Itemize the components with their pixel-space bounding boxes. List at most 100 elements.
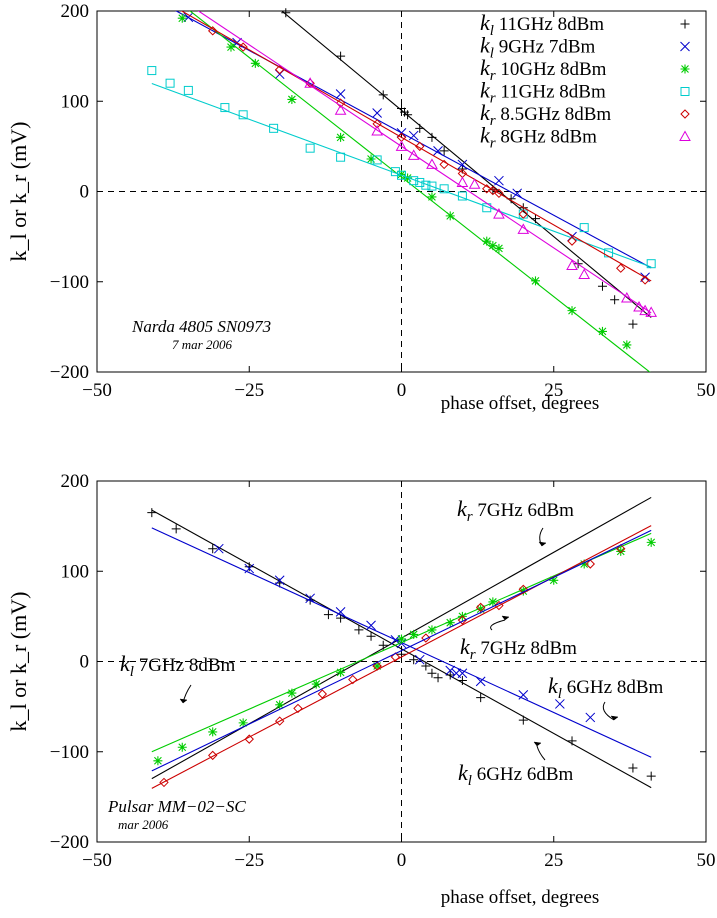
data-point bbox=[597, 281, 607, 291]
data-point bbox=[397, 170, 406, 180]
data-point bbox=[597, 326, 607, 336]
data-point bbox=[366, 154, 376, 164]
data-point bbox=[475, 602, 486, 613]
data-point bbox=[433, 146, 443, 156]
data-point bbox=[585, 712, 596, 723]
data-point bbox=[177, 742, 187, 752]
data-point bbox=[445, 670, 455, 680]
data-point bbox=[494, 175, 504, 186]
data-point bbox=[208, 727, 218, 737]
y-tick-label: −200 bbox=[50, 362, 89, 383]
data-point bbox=[445, 665, 456, 676]
series-5 bbox=[180, 11, 652, 285]
fit-line bbox=[180, 11, 652, 282]
data-point bbox=[372, 661, 382, 671]
data-point bbox=[493, 208, 505, 219]
data-point bbox=[579, 559, 589, 569]
data-point bbox=[457, 159, 468, 170]
data-point bbox=[640, 275, 650, 285]
data-point bbox=[244, 563, 255, 574]
x-axis-label: phase offset, degrees bbox=[441, 393, 599, 414]
data-point bbox=[646, 537, 656, 547]
data-point bbox=[323, 610, 333, 620]
x-tick-label: 25 bbox=[544, 850, 563, 871]
data-point bbox=[566, 259, 578, 271]
data-point bbox=[517, 223, 530, 234]
data-point bbox=[433, 673, 443, 683]
data-point bbox=[476, 693, 486, 703]
curve-label: kr 7GHz 8dBm bbox=[460, 634, 577, 663]
data-point bbox=[494, 243, 504, 253]
data-point bbox=[304, 77, 316, 88]
label-arrow bbox=[490, 619, 506, 631]
data-point bbox=[403, 110, 413, 120]
label-arrowhead bbox=[179, 698, 188, 704]
y-tick-label: 0 bbox=[80, 652, 90, 673]
data-point bbox=[208, 544, 218, 554]
data-point bbox=[488, 185, 498, 196]
data-point bbox=[238, 42, 248, 52]
date-label: 7 mar 2006 bbox=[172, 337, 232, 352]
y-tick-label: 0 bbox=[80, 182, 90, 203]
date-label: mar 2006 bbox=[118, 817, 169, 832]
data-point bbox=[354, 625, 364, 635]
data-point bbox=[287, 94, 297, 104]
legend-entry-label: kr 11GHz 8dBm bbox=[480, 78, 606, 107]
data-point bbox=[220, 103, 230, 113]
data-point bbox=[378, 90, 388, 100]
data-point bbox=[244, 734, 254, 744]
data-point bbox=[579, 223, 589, 233]
data-point bbox=[335, 89, 346, 99]
data-point bbox=[457, 191, 467, 201]
instrument-label: Pulsar MM−02−SC bbox=[107, 797, 246, 816]
data-point bbox=[482, 184, 492, 194]
chart-panel-2: −50 −25 0 25 50 200 100 0 −100 −200 phase offset, … bbox=[6, 471, 716, 908]
data-point bbox=[494, 600, 504, 611]
data-point bbox=[409, 655, 419, 665]
series-3 bbox=[177, 11, 651, 372]
data-point bbox=[153, 756, 163, 766]
data-point bbox=[208, 750, 218, 761]
data-point bbox=[567, 736, 577, 746]
data-point bbox=[397, 634, 406, 644]
legend-marker bbox=[680, 19, 690, 29]
data-point bbox=[407, 149, 420, 160]
x-tick-label: −25 bbox=[234, 850, 264, 871]
data-point bbox=[457, 615, 468, 625]
data-point bbox=[366, 631, 376, 641]
data-point bbox=[427, 181, 437, 191]
legend-marker bbox=[680, 87, 690, 96]
data-point bbox=[275, 700, 285, 710]
data-point bbox=[530, 214, 540, 224]
data-point bbox=[414, 654, 425, 665]
data-point bbox=[281, 8, 291, 18]
data-point bbox=[468, 178, 481, 189]
data-point bbox=[620, 291, 633, 303]
data-point bbox=[274, 575, 285, 586]
data-point bbox=[421, 180, 431, 190]
curve-label: kl 7GHz 8dBm bbox=[120, 651, 235, 680]
data-point bbox=[409, 629, 419, 639]
data-point bbox=[439, 159, 449, 170]
label-arrowhead bbox=[533, 741, 542, 747]
legend-entry-label: kr 8GHz 8dBm bbox=[480, 123, 597, 152]
data-point bbox=[482, 236, 492, 246]
x-axis-label: phase offset, degrees bbox=[441, 887, 599, 908]
data-point bbox=[183, 85, 193, 95]
data-point bbox=[415, 177, 425, 187]
data-point bbox=[372, 119, 382, 129]
legend-entry-label: kr 10GHz 8dBm bbox=[480, 55, 607, 84]
y-axis-label: k_l or k_r (mV) bbox=[6, 592, 31, 732]
y-tick-label: 100 bbox=[61, 91, 90, 112]
data-point bbox=[397, 169, 406, 179]
data-point bbox=[518, 586, 528, 596]
legend-marker bbox=[680, 41, 690, 52]
data-point bbox=[159, 777, 169, 788]
data-point bbox=[336, 667, 346, 677]
series-6 bbox=[197, 11, 658, 317]
label-arrow bbox=[602, 701, 615, 721]
data-point bbox=[427, 668, 437, 678]
x-tick-label: 50 bbox=[697, 850, 716, 871]
data-point bbox=[445, 211, 455, 221]
